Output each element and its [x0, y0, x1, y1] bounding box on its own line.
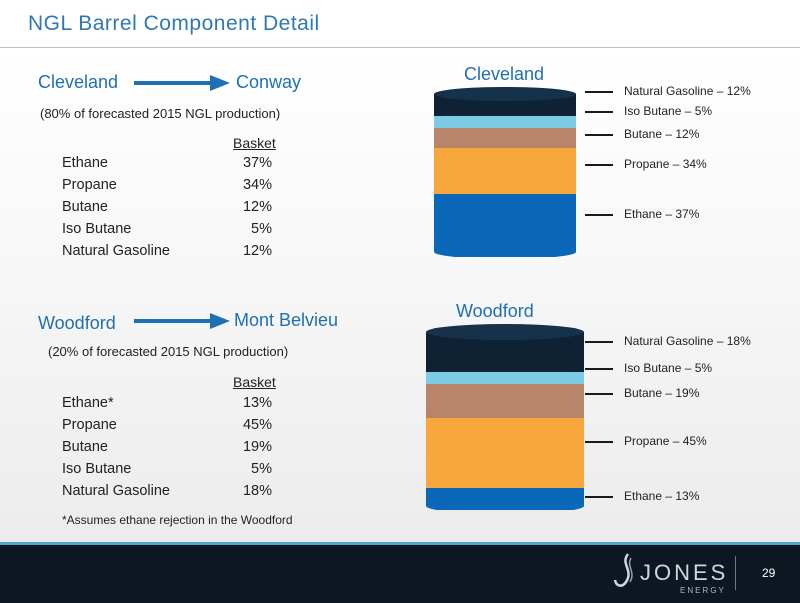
woodford-footnote: *Assumes ethane rejection in the Woodfor…: [62, 513, 293, 527]
legend-label: Ethane – 13%: [624, 489, 700, 503]
basket-percentage: 13%: [242, 395, 272, 411]
basket-component: Natural Gasoline: [62, 483, 170, 499]
legend-marker: [585, 91, 613, 93]
logo-wordmark: JONES: [640, 560, 729, 585]
legend-marker: [585, 164, 613, 166]
cleveland-origin: Cleveland: [38, 72, 119, 92]
legend-marker: [585, 214, 613, 216]
legend-label: Propane – 34%: [624, 157, 707, 171]
legend-marker: [585, 111, 613, 113]
barrel-top: [426, 324, 584, 340]
iso-butane-band: [434, 116, 576, 128]
basket-component: Butane: [62, 439, 108, 455]
basket-component: Ethane*: [62, 395, 114, 411]
legend-marker: [585, 341, 613, 343]
basket-component: Iso Butane: [62, 461, 132, 477]
slide-title: NGL Barrel Component Detail: [28, 12, 320, 35]
basket-percentage: 18%: [242, 483, 272, 499]
woodford-origin: Woodford: [38, 313, 116, 333]
butane-band: [434, 128, 576, 148]
basket-percentage: 12%: [242, 243, 272, 259]
barrel-bottom: [434, 245, 576, 257]
legend-marker: [585, 441, 613, 443]
woodford-production-note: (20% of forecasted 2015 NGL production): [48, 344, 289, 359]
butane-band: [426, 384, 584, 418]
basket-percentage: 12%: [242, 199, 272, 215]
logo-subtext: ENERGY: [680, 586, 726, 595]
basket-component: Propane: [62, 177, 117, 193]
page-number: 29: [762, 566, 776, 580]
ethane-band: [434, 194, 576, 252]
cleveland-barrel-chart: [434, 87, 576, 257]
cleveland-production-note: (80% of forecasted 2015 NGL production): [40, 106, 281, 121]
propane-band: [426, 418, 584, 488]
basket-percentage: 45%: [242, 417, 272, 433]
propane-band: [434, 148, 576, 194]
legend-marker: [585, 134, 613, 136]
iso-butane-band: [426, 372, 584, 384]
cleveland-destination: Conway: [236, 72, 302, 92]
footer-bar: [0, 542, 800, 603]
basket-percentage: 19%: [242, 439, 272, 455]
basket-component: Natural Gasoline: [62, 243, 170, 259]
basket-percentage: 34%: [242, 177, 272, 193]
legend-label: Natural Gasoline – 18%: [624, 334, 751, 348]
cleveland-basket-header: Basket: [233, 135, 276, 151]
legend-label: Ethane – 37%: [624, 207, 700, 221]
basket-percentage: 5%: [251, 461, 272, 477]
basket-component: Ethane: [62, 155, 108, 171]
legend-label: Propane – 45%: [624, 434, 707, 448]
cleveland-arrow-icon: [134, 75, 230, 91]
legend-label: Butane – 12%: [624, 127, 700, 141]
cleveland-cylinder-label: Cleveland: [464, 64, 545, 84]
basket-component: Iso Butane: [62, 221, 132, 237]
woodford-barrel-chart: [426, 324, 584, 510]
legend-label: Natural Gasoline – 12%: [624, 84, 751, 98]
logo-divider: [735, 556, 736, 590]
legend-marker: [585, 393, 613, 395]
jones-energy-logo-icon: [613, 553, 633, 587]
content-background: [0, 48, 800, 542]
basket-component: Propane: [62, 417, 117, 433]
legend-label: Iso Butane – 5%: [624, 361, 713, 375]
barrel-bottom: [426, 498, 584, 510]
woodford-destination: Mont Belvieu: [234, 310, 339, 330]
woodford-cylinder-label: Woodford: [456, 301, 534, 321]
legend-label: Iso Butane – 5%: [624, 104, 713, 118]
woodford-basket-header: Basket: [233, 374, 276, 390]
legend-label: Butane – 19%: [624, 386, 700, 400]
legend-marker: [585, 368, 613, 370]
title-divider: [0, 47, 800, 48]
woodford-arrow-icon: [134, 313, 230, 329]
basket-percentage: 5%: [251, 221, 272, 237]
legend-marker: [585, 496, 613, 498]
barrel-top: [434, 87, 576, 101]
basket-component: Butane: [62, 199, 108, 215]
basket-percentage: 37%: [242, 155, 272, 171]
